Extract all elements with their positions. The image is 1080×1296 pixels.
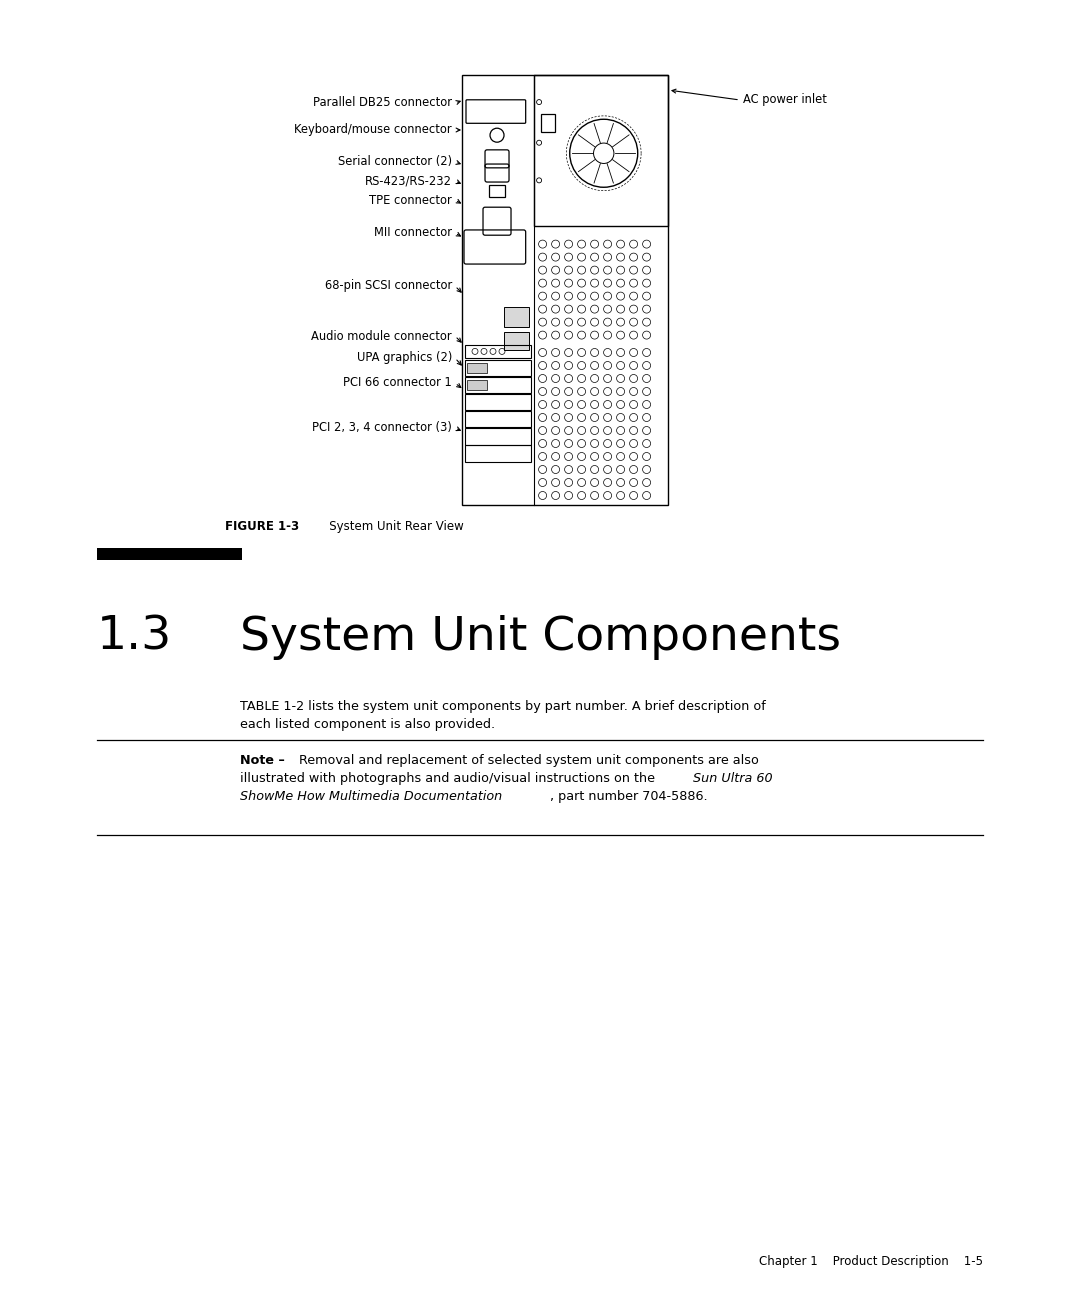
Bar (465, 359, 531, 376)
Text: PCI 66 connector 1: PCI 66 connector 1 (343, 377, 453, 390)
Text: AC power inlet: AC power inlet (743, 93, 827, 106)
Bar (504, 332, 529, 350)
Text: illustrated with photographs and audio/visual instructions on the: illustrated with photographs and audio/v… (240, 772, 661, 785)
Text: System Unit Rear View: System Unit Rear View (318, 520, 463, 533)
Bar (535, 75, 669, 226)
Text: Keyboard/mouse connector: Keyboard/mouse connector (295, 123, 453, 136)
Text: , part number 704-5886.: , part number 704-5886. (550, 791, 707, 804)
Text: RS-423/RS-232: RS-423/RS-232 (365, 175, 453, 188)
Text: each listed component is also provided.: each listed component is also provided. (240, 718, 495, 731)
Bar (467, 380, 487, 390)
Text: Chapter 1    Product Description    1-5: Chapter 1 Product Description 1-5 (759, 1255, 983, 1267)
Text: Serial connector (2): Serial connector (2) (338, 156, 453, 168)
Text: TPE connector: TPE connector (369, 193, 453, 206)
Bar (504, 307, 529, 327)
Bar (462, 75, 669, 505)
Text: Parallel DB25 connector: Parallel DB25 connector (313, 96, 453, 109)
Bar (541, 114, 555, 132)
Bar (467, 363, 487, 373)
Text: 68-pin SCSI connector: 68-pin SCSI connector (325, 280, 453, 293)
Bar (465, 446, 531, 461)
Bar (465, 428, 531, 445)
Bar (465, 394, 531, 411)
Text: Note –: Note – (240, 754, 285, 767)
Text: ShowMe How Multimedia Documentation: ShowMe How Multimedia Documentation (240, 791, 502, 804)
Bar (465, 377, 531, 393)
Text: PCI 2, 3, 4 connector (3): PCI 2, 3, 4 connector (3) (312, 421, 453, 434)
Text: Removal and replacement of selected system unit components are also: Removal and replacement of selected syst… (295, 754, 759, 767)
Text: TABLE 1-2 lists the system unit components by part number. A brief description o: TABLE 1-2 lists the system unit componen… (240, 700, 766, 713)
Text: FIGURE 1-3: FIGURE 1-3 (225, 520, 299, 533)
Bar (465, 345, 531, 358)
Text: Sun Ultra 60: Sun Ultra 60 (693, 772, 772, 785)
Text: UPA graphics (2): UPA graphics (2) (356, 351, 453, 364)
Text: Audio module connector: Audio module connector (311, 329, 453, 342)
Bar (97, 548, 242, 560)
Text: MII connector: MII connector (374, 227, 453, 240)
Bar (489, 185, 505, 197)
Text: 1.3: 1.3 (97, 616, 172, 660)
Text: System Unit Components: System Unit Components (240, 616, 841, 660)
Bar (465, 411, 531, 428)
